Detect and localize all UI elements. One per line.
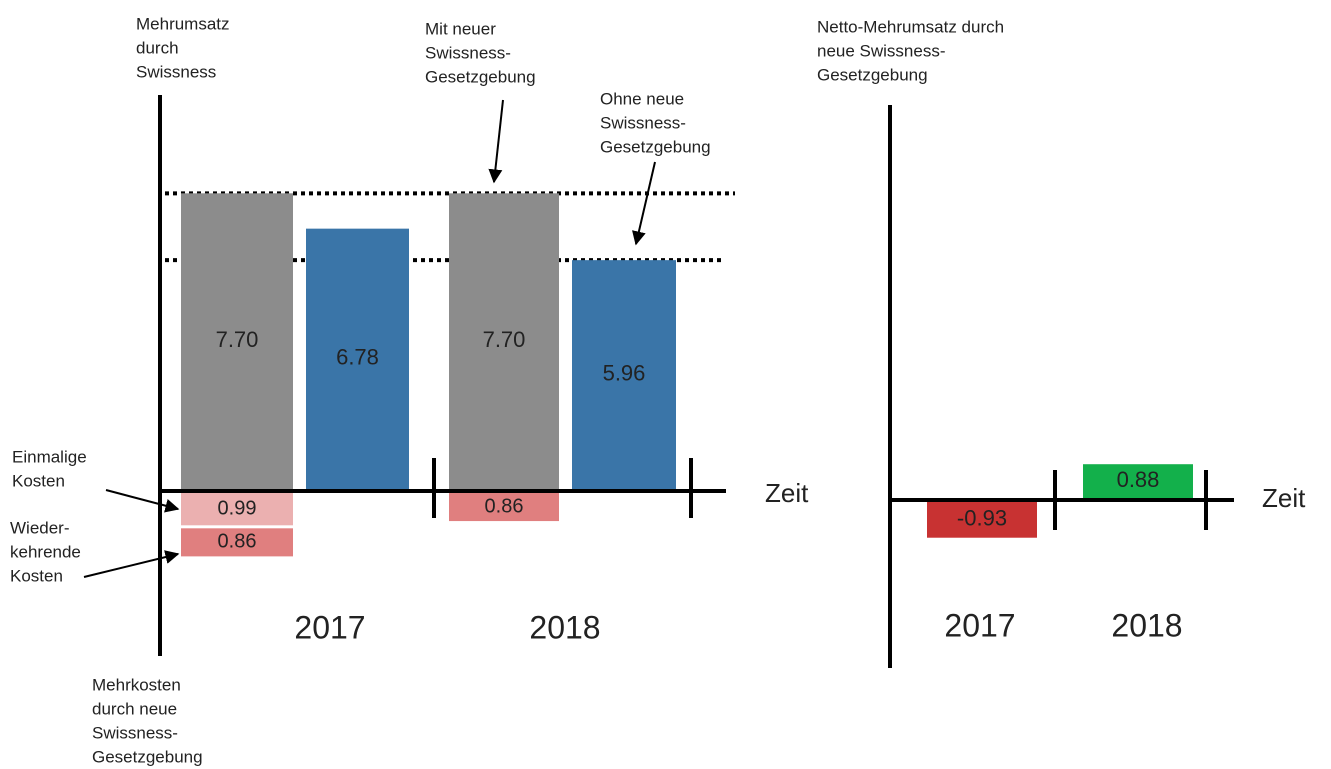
category-label: 2018: [1111, 607, 1182, 643]
category-label: 2018: [529, 609, 600, 645]
bar-label: 7.70: [483, 327, 526, 352]
axis-label: Mehrumsatz: [136, 14, 230, 33]
axis-label: durch neue: [92, 699, 177, 718]
annotation: Kosten: [12, 471, 65, 490]
annotation: Swissness-: [425, 43, 511, 62]
x-axis-label: Zeit: [765, 478, 809, 508]
annotation: Mit neuer: [425, 19, 496, 38]
cost-bar: [181, 528, 293, 557]
bar: [449, 193, 559, 489]
arrow: [488, 99, 504, 184]
axis-label: Mehrkosten: [92, 675, 181, 694]
axis-label: Gesetzgebung: [817, 65, 928, 84]
cost-bar: [449, 493, 559, 522]
axis-label: neue Swissness-: [817, 41, 946, 60]
annotation: Gesetzgebung: [600, 137, 711, 156]
arrow: [105, 489, 180, 513]
bar: [1083, 464, 1193, 498]
axis-label: Gesetzgebung: [92, 747, 203, 766]
axis-label: Netto-Mehrumsatz durch: [817, 17, 1004, 36]
annotation: Wieder-: [10, 518, 70, 537]
bar: [572, 260, 676, 489]
annotation: Ohne neue: [600, 89, 684, 108]
annotation: Kosten: [10, 566, 63, 585]
bar: [181, 193, 293, 489]
category-label: 2017: [944, 607, 1015, 643]
bar-label: 6.78: [336, 345, 379, 370]
annotation: Einmalige: [12, 447, 87, 466]
bar-label: 0.86: [218, 531, 257, 553]
bar-label: 7.70: [216, 327, 259, 352]
bar-label: 0.86: [485, 495, 524, 517]
category-label: 2017: [294, 609, 365, 645]
bar-label: 0.99: [218, 497, 257, 519]
arrow: [632, 161, 656, 246]
axis-label: Swissness: [136, 62, 216, 81]
axis-label: durch: [136, 38, 179, 57]
bar: [306, 228, 409, 489]
axis-label: Swissness-: [92, 723, 178, 742]
annotation: kehrende: [10, 542, 81, 561]
bar-label: 0.88: [1117, 467, 1160, 492]
arrow: [83, 550, 180, 578]
x-axis-label: Zeit: [1262, 483, 1306, 513]
bar-label: -0.93: [957, 506, 1007, 531]
bar-label: 5.96: [603, 360, 646, 385]
cost-bar: [181, 493, 293, 526]
bar: [927, 502, 1037, 538]
annotation: Gesetzgebung: [425, 67, 536, 86]
annotation: Swissness-: [600, 113, 686, 132]
